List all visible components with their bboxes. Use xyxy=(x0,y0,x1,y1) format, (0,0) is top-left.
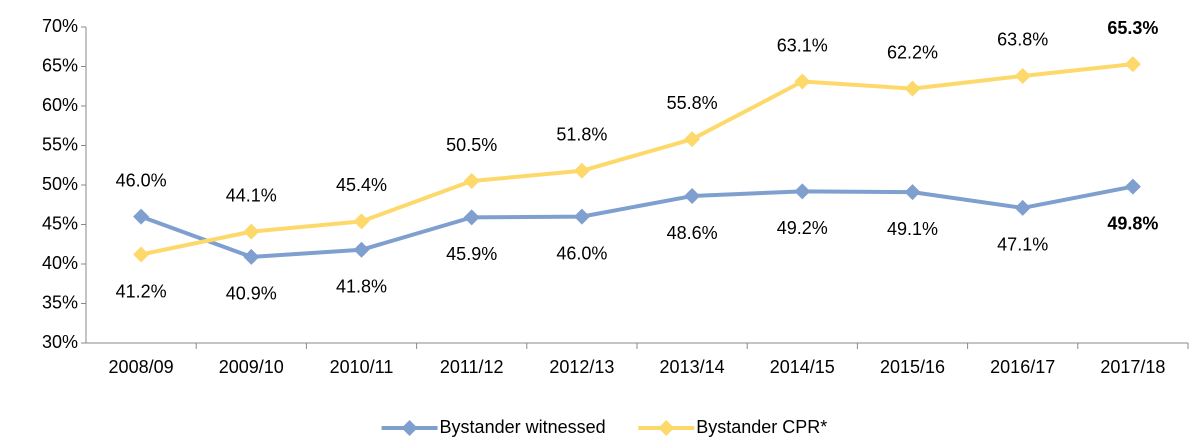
marker xyxy=(794,73,811,90)
marker xyxy=(684,131,701,148)
x-tick-label: 2010/11 xyxy=(330,357,394,377)
x-tick-label: 2014/15 xyxy=(770,357,835,377)
data-label: 63.8% xyxy=(997,30,1048,50)
x-tick-label: 2012/13 xyxy=(549,357,614,377)
data-label: 47.1% xyxy=(997,235,1048,255)
marker xyxy=(243,223,260,240)
marker xyxy=(904,80,921,97)
data-label: 49.8% xyxy=(1107,213,1158,233)
data-label: 48.6% xyxy=(667,223,718,243)
data-label: 40.9% xyxy=(226,284,277,304)
x-tick-label: 2017/18 xyxy=(1100,357,1165,377)
marker xyxy=(794,183,811,200)
data-label: 49.1% xyxy=(887,219,938,239)
marker xyxy=(353,241,370,258)
legend-marker xyxy=(401,420,418,436)
x-tick-label: 2009/10 xyxy=(219,357,284,377)
data-label: 50.5% xyxy=(446,135,497,155)
data-label: 45.9% xyxy=(446,244,497,264)
marker xyxy=(573,162,590,179)
y-tick-label: 50% xyxy=(42,174,78,194)
data-label: 44.1% xyxy=(226,185,277,205)
data-label: 41.8% xyxy=(336,277,387,297)
data-label: 46.0% xyxy=(556,243,607,263)
y-tick-label: 60% xyxy=(42,95,78,115)
data-label: 55.8% xyxy=(667,93,718,113)
x-tick-label: 2008/09 xyxy=(109,357,174,377)
x-tick-label: 2016/17 xyxy=(990,357,1055,377)
data-label: 45.4% xyxy=(336,175,387,195)
marker xyxy=(353,213,370,230)
x-tick-label: 2015/16 xyxy=(880,357,945,377)
marker xyxy=(573,208,590,225)
data-label: 49.2% xyxy=(777,218,828,238)
marker xyxy=(1124,56,1141,73)
legend-label: Bystander witnessed xyxy=(440,417,606,437)
y-tick-label: 65% xyxy=(42,55,78,75)
x-tick-label: 2011/12 xyxy=(440,357,504,377)
y-tick-label: 70% xyxy=(42,16,78,36)
data-label: 46.0% xyxy=(116,170,167,190)
marker xyxy=(133,246,150,263)
x-tick-label: 2013/14 xyxy=(660,357,725,377)
marker xyxy=(1014,67,1031,84)
data-label: 63.1% xyxy=(777,35,828,55)
y-tick-label: 30% xyxy=(42,332,78,352)
legend-label: Bystander CPR* xyxy=(696,417,827,437)
marker xyxy=(1014,199,1031,216)
marker xyxy=(684,188,701,205)
y-tick-label: 35% xyxy=(42,292,78,312)
data-label: 51.8% xyxy=(556,125,607,145)
legend-marker xyxy=(658,420,675,436)
marker xyxy=(904,184,921,201)
data-label: 62.2% xyxy=(887,42,938,62)
y-tick-label: 45% xyxy=(42,213,78,233)
marker xyxy=(463,173,480,190)
marker xyxy=(243,248,260,265)
data-label: 65.3% xyxy=(1107,18,1158,38)
series-line xyxy=(140,62,1134,257)
marker xyxy=(1124,178,1141,195)
y-tick-label: 55% xyxy=(42,134,78,154)
y-tick-label: 40% xyxy=(42,253,78,273)
series-line xyxy=(140,184,1134,259)
marker xyxy=(133,208,150,225)
marker xyxy=(463,209,480,226)
data-label: 41.2% xyxy=(116,281,167,301)
